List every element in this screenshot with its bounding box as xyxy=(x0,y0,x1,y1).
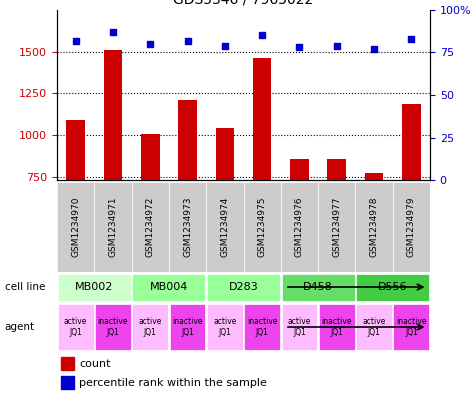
Bar xyxy=(207,305,243,349)
Bar xyxy=(132,182,169,272)
Text: MB004: MB004 xyxy=(150,282,188,292)
Text: GSM1234973: GSM1234973 xyxy=(183,197,192,257)
Text: active
JQ1: active JQ1 xyxy=(288,317,311,337)
Point xyxy=(109,29,117,35)
Bar xyxy=(169,182,206,272)
Bar xyxy=(95,182,132,272)
Bar xyxy=(365,173,383,302)
Text: GSM1234978: GSM1234978 xyxy=(370,197,379,257)
Text: D458: D458 xyxy=(303,282,333,292)
Bar xyxy=(356,274,429,301)
Bar xyxy=(281,182,318,272)
Bar xyxy=(327,159,346,302)
Bar xyxy=(253,58,272,302)
Text: active
JQ1: active JQ1 xyxy=(213,317,237,337)
Point xyxy=(370,46,378,52)
Point xyxy=(408,36,415,42)
Text: GSM1234974: GSM1234974 xyxy=(220,197,229,257)
Text: GSM1234979: GSM1234979 xyxy=(407,197,416,257)
Bar xyxy=(206,182,244,272)
Point xyxy=(221,42,228,49)
Title: GDS5346 / 7965022: GDS5346 / 7965022 xyxy=(173,0,314,6)
Point xyxy=(333,42,341,49)
Bar xyxy=(58,274,131,301)
Point xyxy=(72,37,79,44)
Bar xyxy=(318,182,355,272)
Bar xyxy=(282,274,355,301)
Text: inactive
JQ1: inactive JQ1 xyxy=(396,317,427,337)
Point xyxy=(146,41,154,47)
Text: GSM1234972: GSM1234972 xyxy=(146,197,155,257)
Text: agent: agent xyxy=(5,322,35,332)
Text: GSM1234977: GSM1234977 xyxy=(332,197,341,257)
Point xyxy=(295,44,303,51)
Bar xyxy=(95,305,131,349)
Bar xyxy=(319,305,355,349)
Bar xyxy=(244,182,281,272)
Bar xyxy=(282,305,317,349)
Bar xyxy=(207,274,280,301)
Text: active
JQ1: active JQ1 xyxy=(362,317,386,337)
Bar xyxy=(402,104,421,302)
Bar xyxy=(66,120,85,302)
Point xyxy=(184,37,191,44)
Bar xyxy=(290,159,309,302)
Text: D556: D556 xyxy=(378,282,408,292)
Bar xyxy=(61,376,74,389)
Text: cell line: cell line xyxy=(5,282,45,292)
Text: active
JQ1: active JQ1 xyxy=(139,317,162,337)
Text: active
JQ1: active JQ1 xyxy=(64,317,87,337)
Bar xyxy=(133,274,206,301)
Text: percentile rank within the sample: percentile rank within the sample xyxy=(79,378,267,387)
Bar xyxy=(178,100,197,302)
Bar xyxy=(356,305,392,349)
Bar xyxy=(244,305,280,349)
Bar xyxy=(104,50,122,302)
Text: inactive
JQ1: inactive JQ1 xyxy=(172,317,203,337)
Bar xyxy=(170,305,206,349)
Text: GSM1234970: GSM1234970 xyxy=(71,197,80,257)
Text: GSM1234971: GSM1234971 xyxy=(108,197,117,257)
Bar xyxy=(61,357,74,370)
Text: MB002: MB002 xyxy=(75,282,114,292)
Text: inactive
JQ1: inactive JQ1 xyxy=(247,317,277,337)
Text: count: count xyxy=(79,359,111,369)
Text: GSM1234975: GSM1234975 xyxy=(257,197,266,257)
Bar xyxy=(393,305,429,349)
Text: inactive
JQ1: inactive JQ1 xyxy=(98,317,128,337)
Bar xyxy=(58,305,94,349)
Bar xyxy=(141,134,160,302)
Bar xyxy=(355,182,393,272)
Bar xyxy=(393,182,430,272)
Bar xyxy=(216,129,234,302)
Point xyxy=(258,32,266,39)
Bar xyxy=(57,182,95,272)
Text: D283: D283 xyxy=(228,282,258,292)
Text: inactive
JQ1: inactive JQ1 xyxy=(322,317,352,337)
Bar xyxy=(133,305,168,349)
Text: GSM1234976: GSM1234976 xyxy=(295,197,304,257)
